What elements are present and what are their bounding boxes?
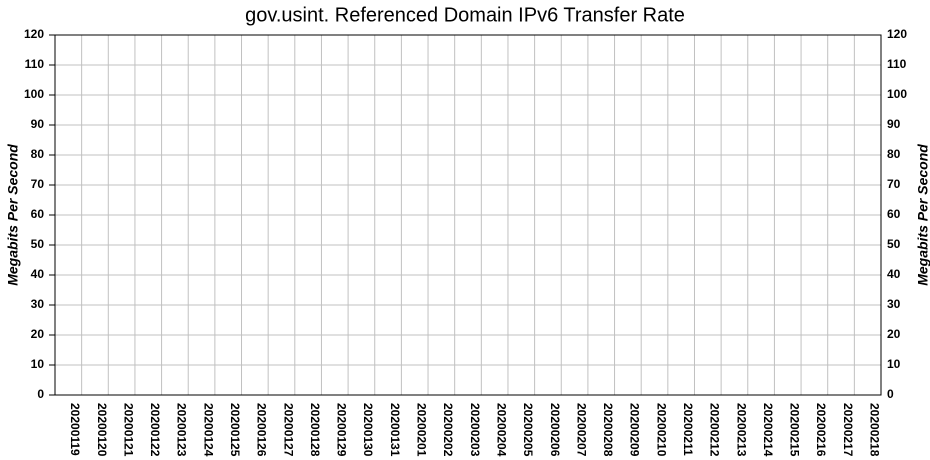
x-tick-label: 20200211 — [681, 403, 695, 456]
x-tick-label: 20200208 — [601, 403, 615, 457]
y2-tick-label: 30 — [887, 297, 901, 311]
x-tick-label: 20200212 — [708, 403, 722, 457]
x-tick-label: 20200120 — [95, 403, 109, 457]
x-tick-label: 20200214 — [761, 403, 775, 457]
x-tick-label: 20200124 — [201, 403, 215, 457]
x-tick-label: 20200128 — [308, 403, 322, 457]
x-tick-label: 20200203 — [468, 403, 482, 457]
y2-tick-label: 80 — [887, 147, 901, 161]
x-tick-label: 20200131 — [388, 403, 402, 457]
y-tick-label: 70 — [31, 177, 45, 191]
x-tick-label: 20200217 — [841, 403, 855, 457]
x-tick-label: 20200210 — [654, 403, 668, 457]
x-tick-label: 20200201 — [415, 403, 429, 457]
y-axis-title: Megabits Per Second — [5, 144, 21, 286]
y-tick-label: 30 — [31, 297, 45, 311]
y-tick-label: 50 — [31, 237, 45, 251]
y2-tick-label: 100 — [887, 87, 907, 101]
y2-tick-label: 50 — [887, 237, 901, 251]
x-tick-label: 20200209 — [628, 403, 642, 457]
chart-title: gov.usint. Referenced Domain IPv6 Transf… — [245, 4, 685, 26]
x-tick-label: 20200122 — [148, 403, 162, 457]
x-tick-label: 20200130 — [361, 403, 375, 457]
x-tick-label: 20200218 — [868, 403, 882, 457]
y-tick-label: 120 — [24, 27, 44, 41]
y-tick-label: 0 — [37, 387, 44, 401]
y2-tick-label: 20 — [887, 327, 901, 341]
x-tick-label: 20200215 — [788, 403, 802, 457]
x-tick-label: 20200206 — [548, 403, 562, 457]
y2-tick-label: 0 — [887, 387, 894, 401]
x-tick-label: 20200123 — [175, 403, 189, 457]
y-tick-label: 80 — [31, 147, 45, 161]
y-tick-label: 100 — [24, 87, 44, 101]
y2-tick-label: 90 — [887, 117, 901, 131]
x-tick-label: 20200216 — [814, 403, 828, 457]
y2-axis-title: Megabits Per Second — [915, 144, 930, 286]
y2-tick-label: 10 — [887, 357, 901, 371]
x-tick-label: 20200127 — [281, 403, 295, 457]
plot-frame — [54, 34, 882, 396]
x-tick-label: 20200121 — [121, 403, 135, 457]
y-tick-label: 20 — [31, 327, 45, 341]
y2-tick-label: 110 — [887, 57, 907, 71]
y-tick-label: 60 — [31, 207, 45, 221]
x-tick-label: 20200129 — [335, 403, 349, 457]
x-tick-label: 20200205 — [521, 403, 535, 457]
x-tick-label: 20200207 — [574, 403, 588, 457]
y-tick-label: 40 — [31, 267, 45, 281]
x-tick-label: 20200204 — [494, 403, 508, 457]
y2-tick-label: 70 — [887, 177, 901, 191]
y2-tick-label: 40 — [887, 267, 901, 281]
x-tick-label: 20200125 — [228, 403, 242, 457]
x-tick-label: 20200126 — [255, 403, 269, 457]
x-tick-label: 20200213 — [734, 403, 748, 457]
y2-tick-label: 120 — [887, 27, 907, 41]
y-tick-label: 90 — [31, 117, 45, 131]
y-tick-label: 110 — [25, 57, 45, 71]
x-tick-label: 20200119 — [68, 403, 82, 456]
x-tick-label: 20200202 — [441, 403, 455, 457]
y2-tick-label: 60 — [887, 207, 901, 221]
y-tick-label: 10 — [31, 357, 45, 371]
